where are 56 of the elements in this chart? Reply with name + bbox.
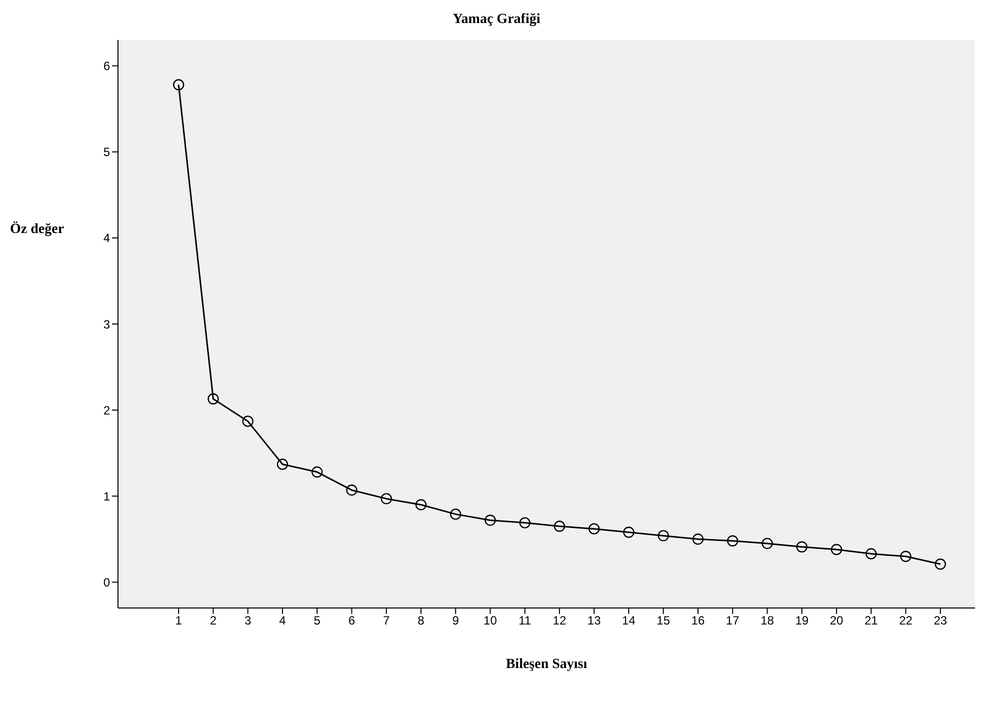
x-tick-label: 3: [244, 614, 252, 628]
x-tick-label: 23: [934, 614, 948, 628]
point: [727, 535, 738, 546]
x-tick-label: 20: [830, 614, 844, 628]
point: [692, 534, 704, 545]
y-tick-label: 4: [103, 231, 110, 246]
x-tick-label: 19: [795, 614, 809, 628]
x-tick-label: 21: [864, 614, 878, 628]
point: [796, 541, 808, 552]
point: [658, 530, 669, 542]
y-tick-label: 3: [103, 317, 110, 332]
y-tick-label: 0: [103, 575, 110, 590]
x-tick-label: 2: [210, 614, 217, 628]
point: [866, 548, 877, 560]
x-tick-label: 22: [899, 614, 913, 628]
x-tick-label: 9: [452, 614, 460, 628]
point: [934, 558, 946, 570]
x-tick-label: 8: [418, 614, 425, 628]
point: [346, 484, 358, 496]
chart-title: Yamaç Grafiği: [452, 12, 542, 28]
point: [450, 508, 462, 520]
y-tick-label: 2: [103, 403, 110, 418]
point: [588, 523, 600, 534]
point: [830, 544, 842, 556]
point: [900, 550, 912, 562]
point: [242, 416, 254, 427]
x-tick-label: 12: [552, 614, 566, 628]
x-tick-label: 1: [175, 614, 182, 628]
point: [380, 493, 392, 504]
x-tick-label: 16: [691, 614, 705, 628]
point: [554, 520, 566, 532]
x-tick-label: 14: [622, 614, 636, 628]
x-tick-label: 13: [587, 614, 602, 628]
x-tick-label: 7: [383, 614, 390, 628]
x-tick-label: 17: [726, 614, 740, 628]
point: [623, 526, 634, 538]
x-tick-label: 4: [279, 614, 286, 628]
y-axis-title: Öz değer: [10, 221, 64, 238]
x-tick-label: 15: [656, 614, 670, 628]
point: [484, 514, 496, 526]
x-tick-label: 11: [518, 614, 532, 628]
point: [415, 499, 427, 510]
point: [276, 458, 288, 470]
point: [312, 466, 323, 478]
y-tick-label: 6: [103, 59, 110, 74]
x-axis-title: Bileşen Sayısı: [506, 657, 588, 672]
x-tick-label: 5: [314, 614, 321, 628]
y-tick-label: 5: [103, 145, 110, 160]
point: [519, 517, 530, 528]
x-tick-label: 6: [348, 614, 356, 628]
x-tick-label: 10: [484, 614, 498, 628]
point: [762, 538, 773, 550]
y-tick-label: 1: [103, 489, 110, 504]
point: [208, 393, 219, 404]
point: [172, 79, 184, 90]
x-tick-label: 18: [760, 614, 774, 628]
